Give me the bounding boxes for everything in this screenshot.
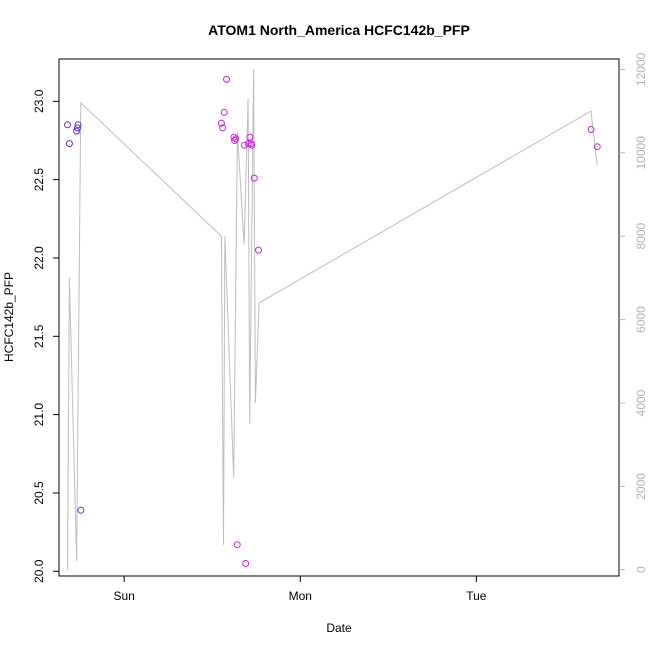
y-axis-label: HCFC142b_PFP: [2, 272, 16, 362]
data-point: [231, 137, 239, 144]
data-point: [232, 135, 240, 143]
y2-tick-label: 0: [634, 566, 648, 573]
x-axis: Sun Mon Tue: [113, 576, 487, 603]
points-layer: [64, 75, 601, 567]
chart-title: ATOM1 North_America HCFC142b_PFP: [208, 22, 470, 38]
y-tick-label: 22.0: [32, 246, 46, 270]
data-point: [230, 133, 238, 141]
y-tick-label: 23.0: [32, 89, 46, 113]
x-axis-label: Date: [326, 621, 352, 635]
data-point: [246, 133, 254, 141]
data-point: [233, 541, 241, 549]
x-tick-label: Mon: [289, 589, 312, 603]
data-point: [64, 121, 71, 129]
plot-frame: [58, 58, 620, 577]
data-point: [73, 127, 81, 135]
y-axis-left: 20.0 20.5 21.0 21.5 22.0 22.5 23.0: [32, 89, 59, 583]
y2-tick-label: 10000: [634, 136, 648, 170]
data-point: [74, 124, 81, 132]
y2-tick-label: 4000: [634, 389, 648, 416]
y-tick-label: 21.0: [32, 403, 46, 427]
y2-tick-label: 2000: [634, 473, 648, 500]
data-point: [240, 141, 248, 149]
data-point: [244, 140, 252, 148]
data-point: [593, 143, 601, 151]
x-tick-label: Tue: [466, 589, 487, 603]
data-point: [65, 140, 73, 148]
y2-tick-label: 8000: [634, 223, 648, 250]
y2-tick-label: 6000: [634, 306, 648, 333]
data-point: [219, 124, 227, 132]
data-point: [77, 506, 85, 514]
data-point: [223, 75, 230, 83]
y-tick-label: 22.5: [32, 168, 46, 192]
series-line: [67, 69, 598, 570]
y-tick-label: 20.0: [32, 559, 46, 583]
y-axis-right: 0 2000 4000 6000 8000 10000 12000: [619, 52, 648, 573]
data-point: [250, 174, 258, 182]
line-series: [67, 69, 598, 570]
data-point: [587, 126, 595, 133]
x-tick-label: Sun: [113, 589, 134, 603]
y-tick-label: 21.5: [32, 324, 46, 348]
data-point: [255, 246, 262, 254]
data-point: [74, 121, 82, 129]
y2-tick-label: 12000: [634, 52, 648, 86]
data-point: [217, 119, 225, 127]
data-point: [220, 108, 228, 116]
data-point: [248, 141, 256, 149]
y-tick-label: 20.5: [32, 481, 46, 505]
data-point: [242, 560, 250, 567]
